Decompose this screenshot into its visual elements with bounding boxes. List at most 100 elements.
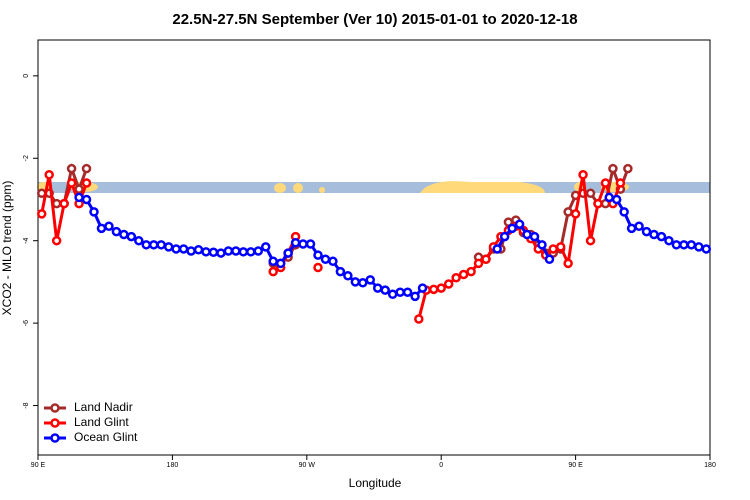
x-axis-label: Longitude — [349, 476, 402, 490]
x-tick-label: 90 E — [31, 462, 46, 469]
point — [634, 221, 644, 232]
point — [679, 240, 689, 250]
point — [238, 247, 249, 257]
point — [283, 248, 293, 258]
point — [641, 226, 652, 237]
point — [686, 240, 697, 250]
chart-title: 22.5N-27.5N September (Ver 10) 2015-01-0… — [172, 11, 577, 28]
x-tick-label: 90 W — [299, 462, 316, 469]
point — [522, 229, 532, 240]
y-axis-label: XCO2 - MLO trend (ppm) — [0, 181, 14, 316]
point — [544, 254, 555, 264]
point — [417, 283, 428, 293]
point — [458, 269, 469, 280]
point — [156, 240, 166, 250]
legend-label: Ocean Glint — [74, 430, 138, 444]
point — [148, 240, 159, 250]
point — [649, 229, 659, 240]
point — [585, 235, 596, 246]
point — [436, 283, 446, 293]
point — [268, 266, 278, 277]
point — [216, 248, 226, 258]
point — [443, 279, 454, 289]
point — [499, 231, 510, 242]
point — [96, 223, 107, 234]
point — [537, 240, 547, 250]
point — [585, 188, 596, 199]
point — [507, 223, 517, 234]
point — [313, 250, 323, 260]
point — [268, 256, 278, 267]
point — [275, 258, 286, 269]
point — [59, 198, 69, 209]
point — [414, 314, 424, 324]
point — [66, 178, 77, 188]
point — [615, 178, 626, 188]
y-tick-label: -8 — [23, 402, 30, 408]
point — [514, 219, 525, 229]
point — [358, 277, 368, 288]
point — [694, 242, 704, 252]
point — [481, 254, 491, 264]
point — [611, 194, 622, 205]
point — [141, 240, 152, 250]
y-tick-label: 0 — [23, 74, 30, 78]
point — [451, 273, 461, 283]
point — [492, 244, 502, 254]
point — [563, 258, 573, 269]
legend-marker — [50, 403, 60, 413]
point — [223, 246, 234, 256]
point — [410, 291, 420, 302]
point — [171, 244, 181, 254]
point — [231, 246, 241, 256]
point — [201, 247, 211, 257]
point — [365, 275, 376, 285]
point — [380, 285, 390, 295]
point — [578, 170, 588, 180]
point — [74, 192, 84, 203]
point — [619, 207, 629, 217]
point — [473, 258, 484, 269]
y-tick-label: -2 — [23, 155, 30, 161]
point — [111, 226, 122, 237]
point — [74, 184, 84, 194]
point — [89, 207, 99, 217]
x-tick-label: 90 E — [568, 462, 583, 469]
point — [529, 231, 540, 242]
point — [664, 235, 674, 246]
point — [570, 209, 581, 219]
point — [671, 240, 682, 250]
legend-label: Land Nadir — [74, 400, 133, 414]
point — [81, 163, 92, 174]
point — [193, 245, 204, 255]
point — [186, 246, 196, 256]
plot-frame — [37, 39, 711, 456]
series-line — [40, 174, 622, 320]
point — [246, 247, 256, 257]
point — [428, 284, 439, 295]
point — [253, 246, 264, 256]
point — [335, 266, 346, 277]
point — [208, 247, 219, 257]
point — [44, 170, 54, 180]
point — [350, 277, 361, 287]
legend-marker — [50, 418, 60, 428]
point — [593, 198, 603, 209]
point — [328, 256, 338, 267]
point — [320, 254, 331, 264]
x-tick-label: 180 — [167, 462, 179, 469]
point — [548, 244, 558, 254]
point — [466, 266, 476, 277]
point — [134, 235, 144, 246]
point — [36, 209, 47, 219]
point — [260, 242, 271, 252]
x-tick-label: 0 — [439, 462, 443, 469]
point — [343, 270, 353, 281]
point — [298, 239, 308, 249]
point — [313, 262, 323, 273]
point — [623, 163, 633, 174]
point — [163, 242, 174, 252]
point — [305, 239, 316, 249]
point — [66, 163, 77, 174]
